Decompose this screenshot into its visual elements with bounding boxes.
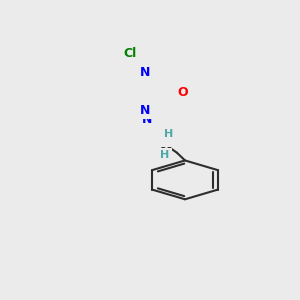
Text: Cl: Cl [123,47,136,60]
Text: N: N [142,113,152,126]
Text: N: N [140,104,150,117]
Text: N: N [140,65,150,79]
Text: O: O [178,86,188,100]
Text: H: H [164,129,174,140]
Text: H: H [160,150,169,160]
